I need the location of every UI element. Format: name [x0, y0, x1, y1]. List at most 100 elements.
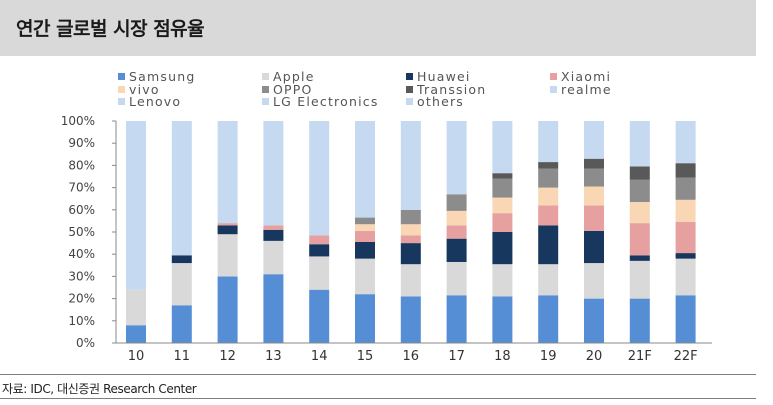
- bar-apple-10: [126, 289, 146, 326]
- bar-huawei-20: [584, 230, 604, 264]
- bar-samsung-19: [538, 295, 559, 343]
- bar-samsung-21f: [629, 298, 650, 343]
- bar-oppo-20: [584, 168, 604, 187]
- bar-oppo-22f: [675, 177, 696, 200]
- bar-oppo-17: [446, 194, 467, 211]
- y-tick-label: 90%: [68, 136, 95, 150]
- bar-others-15: [355, 121, 375, 218]
- bar-samsung-11: [171, 305, 192, 343]
- legend-label-xiaomi: Xiaomi: [561, 69, 611, 84]
- bar-huawei-15: [355, 241, 375, 259]
- bar-vivo-20: [584, 186, 604, 206]
- bar-huawei-18: [492, 232, 513, 265]
- bar-apple-15: [355, 258, 375, 295]
- bar-samsung-10: [126, 325, 146, 343]
- bar-vivo-22f: [675, 199, 696, 223]
- x-tick-label-14: 14: [311, 349, 328, 364]
- bar-xiaomi-14: [309, 235, 330, 245]
- bar-huawei-21f: [629, 255, 650, 261]
- bar-transsion-22f: [675, 163, 696, 178]
- y-tick-label: 0%: [76, 336, 95, 350]
- bar-xiaomi-20: [584, 205, 604, 231]
- bar-samsung-14: [309, 289, 330, 343]
- bar-samsung-16: [400, 296, 421, 343]
- x-tick-label-11: 11: [174, 349, 191, 364]
- bar-apple-18: [492, 264, 513, 297]
- bar-vivo-18: [492, 197, 513, 214]
- bar-huawei-11: [171, 255, 192, 264]
- page-title: 연간 글로벌 시장 점유율: [16, 18, 205, 40]
- legend-swatch-huawei: [406, 73, 413, 80]
- legend-swatch-others: [406, 98, 413, 105]
- source-rule-bottom: [0, 398, 756, 399]
- bar-oppo-21f: [629, 179, 650, 203]
- bar-huawei-22f: [675, 253, 696, 259]
- bar-apple-14: [309, 256, 330, 290]
- legend-label-vivo: vivo: [129, 82, 160, 97]
- bar-xiaomi-19: [538, 205, 559, 226]
- bar-huawei-16: [400, 243, 421, 265]
- x-tick-label-16: 16: [403, 349, 420, 364]
- bar-oppo-19: [538, 168, 559, 188]
- bar-vivo-16: [400, 224, 421, 236]
- legend-swatch-apple: [262, 73, 269, 80]
- x-tick-label-21f: 21F: [628, 349, 652, 364]
- bar-huawei-17: [446, 238, 467, 262]
- bar-others-11: [171, 121, 192, 256]
- legend-swatch-oppo: [262, 86, 269, 93]
- source-note: 자료: IDC, 대신증권 Research Center: [2, 382, 197, 396]
- legend-label-transsion: Transsion: [416, 82, 486, 97]
- title-bar: 연간 글로벌 시장 점유율: [0, 0, 756, 56]
- legend-swatch-transsion: [406, 86, 413, 93]
- y-tick-label: 50%: [68, 225, 95, 239]
- bar-vivo-17: [446, 210, 467, 226]
- bar-xiaomi-17: [446, 225, 467, 239]
- x-tick-label-15: 15: [357, 349, 374, 364]
- legend-label-others: others: [417, 94, 464, 109]
- bar-xiaomi-18: [492, 213, 513, 232]
- y-tick-label: 30%: [68, 269, 95, 283]
- bar-samsung-18: [492, 296, 513, 343]
- bar-apple-22f: [675, 258, 696, 296]
- bar-xiaomi-21f: [629, 223, 650, 256]
- y-tick-label: 10%: [68, 314, 95, 328]
- bar-others-14: [309, 121, 330, 236]
- bar-samsung-13: [263, 274, 284, 343]
- y-tick-label: 100%: [61, 114, 95, 128]
- stacked-bar-chart: Samsung Apple Huawei Xiaomi vivo OPPO Transsio…: [61, 69, 712, 364]
- legend-swatch-lenovo: [118, 98, 125, 105]
- x-tick-label-12: 12: [219, 349, 236, 364]
- bar-oppo-15: [355, 217, 375, 225]
- bar-others-19: [538, 121, 559, 163]
- bar-transsion-20: [584, 158, 604, 169]
- bar-others-12: [217, 121, 238, 224]
- bar-vivo-19: [538, 187, 559, 206]
- bar-huawei-14: [309, 244, 330, 257]
- y-tick-label: 40%: [68, 247, 95, 261]
- y-tick-label: 80%: [68, 158, 95, 172]
- bar-others-10: [126, 121, 146, 290]
- legend-swatch-samsung: [118, 73, 125, 80]
- bar-apple-11: [171, 263, 192, 306]
- bar-others-20: [584, 121, 604, 159]
- legend-swatch-realme: [550, 86, 557, 93]
- bar-others-17: [446, 121, 467, 195]
- legend-label-samsung: Samsung: [129, 69, 195, 84]
- y-tick-label: 70%: [68, 181, 95, 195]
- bar-apple-13: [263, 240, 284, 275]
- bar-xiaomi-15: [355, 230, 375, 242]
- x-tick-label-17: 17: [448, 349, 465, 364]
- bar-transsion-18: [492, 173, 513, 179]
- bar-samsung-15: [355, 294, 375, 343]
- x-tick-label-18: 18: [494, 349, 511, 364]
- x-tick-label-20: 20: [586, 349, 603, 364]
- bar-samsung-22f: [675, 295, 696, 343]
- legend-label-realme: realme: [561, 82, 612, 97]
- bar-vivo-21f: [629, 202, 650, 224]
- legend-label-lenovo: Lenovo: [129, 94, 181, 109]
- bar-samsung-12: [217, 276, 238, 343]
- y-tick-label: 20%: [68, 292, 95, 306]
- source-rule-top: [0, 374, 756, 375]
- bar-huawei-19: [538, 225, 559, 265]
- legend-label-oppo: OPPO: [273, 82, 313, 97]
